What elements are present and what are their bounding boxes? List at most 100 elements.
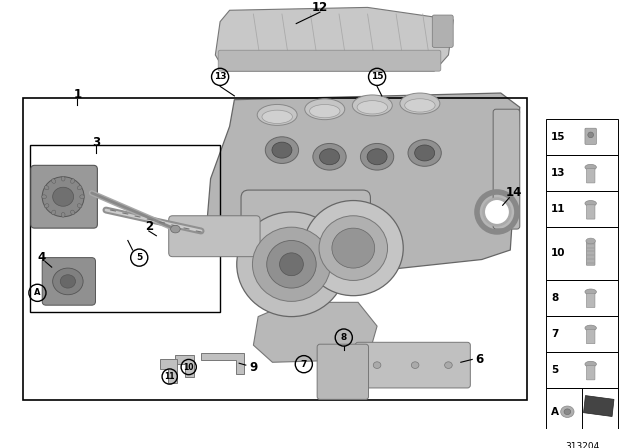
Ellipse shape (303, 201, 403, 296)
Text: 4: 4 (37, 251, 45, 264)
FancyBboxPatch shape (31, 165, 97, 228)
Text: 5: 5 (551, 365, 559, 375)
Ellipse shape (373, 362, 381, 368)
Text: 313204: 313204 (565, 443, 599, 448)
Text: 13: 13 (214, 73, 227, 82)
Ellipse shape (586, 238, 595, 244)
Ellipse shape (404, 99, 435, 112)
Bar (547, 280, 618, 316)
FancyBboxPatch shape (169, 216, 260, 257)
Polygon shape (215, 8, 453, 71)
Text: 3: 3 (92, 136, 100, 149)
Ellipse shape (367, 149, 387, 165)
Ellipse shape (61, 212, 65, 217)
Text: 15: 15 (551, 132, 566, 142)
Polygon shape (206, 93, 520, 274)
Ellipse shape (588, 132, 593, 138)
FancyBboxPatch shape (355, 342, 470, 388)
FancyBboxPatch shape (493, 109, 520, 229)
Ellipse shape (319, 149, 339, 165)
Polygon shape (201, 353, 244, 374)
Bar (547, 119, 618, 155)
Text: 8: 8 (551, 293, 559, 302)
Ellipse shape (408, 140, 442, 166)
Ellipse shape (52, 210, 56, 215)
Ellipse shape (415, 145, 435, 161)
FancyBboxPatch shape (432, 15, 453, 47)
Polygon shape (584, 396, 614, 417)
Ellipse shape (80, 195, 84, 198)
FancyBboxPatch shape (42, 258, 95, 305)
Bar (547, 352, 618, 388)
Ellipse shape (360, 143, 394, 170)
Ellipse shape (70, 210, 75, 215)
Text: 10: 10 (184, 362, 194, 371)
Ellipse shape (313, 143, 346, 170)
Ellipse shape (585, 362, 596, 367)
Ellipse shape (252, 227, 330, 302)
FancyBboxPatch shape (586, 293, 595, 308)
Ellipse shape (272, 142, 292, 158)
Ellipse shape (42, 177, 84, 217)
Ellipse shape (585, 201, 596, 206)
Ellipse shape (310, 104, 340, 118)
Text: 2: 2 (145, 220, 153, 233)
Text: 1: 1 (74, 88, 81, 101)
Text: 9: 9 (249, 361, 257, 374)
FancyBboxPatch shape (241, 190, 371, 277)
Ellipse shape (585, 164, 596, 170)
Bar (547, 191, 618, 227)
Ellipse shape (266, 137, 299, 164)
Text: 11: 11 (551, 204, 566, 214)
Ellipse shape (564, 409, 571, 414)
FancyBboxPatch shape (586, 205, 595, 219)
Ellipse shape (267, 241, 316, 288)
Ellipse shape (257, 104, 297, 125)
Ellipse shape (484, 198, 510, 225)
Ellipse shape (52, 179, 56, 183)
Text: 10: 10 (551, 248, 566, 258)
Ellipse shape (280, 253, 303, 276)
Text: 13: 13 (551, 168, 566, 178)
Ellipse shape (52, 187, 74, 206)
Ellipse shape (305, 99, 345, 120)
Text: 6: 6 (475, 353, 483, 366)
Ellipse shape (77, 204, 82, 208)
Ellipse shape (171, 225, 180, 233)
Text: 15: 15 (371, 73, 383, 82)
FancyBboxPatch shape (586, 241, 595, 265)
Bar (30, 145, 220, 312)
Ellipse shape (445, 362, 452, 368)
Ellipse shape (44, 204, 49, 208)
FancyBboxPatch shape (586, 329, 595, 344)
Bar (23, 98, 527, 401)
Ellipse shape (262, 110, 292, 124)
FancyBboxPatch shape (586, 168, 595, 183)
Polygon shape (253, 302, 377, 362)
Bar (547, 155, 618, 191)
Ellipse shape (60, 275, 76, 288)
Ellipse shape (77, 185, 82, 190)
Polygon shape (160, 359, 177, 383)
Text: A: A (551, 407, 559, 417)
Bar (547, 316, 618, 352)
Bar (547, 388, 618, 435)
Ellipse shape (400, 93, 440, 114)
Polygon shape (175, 355, 195, 376)
Ellipse shape (357, 101, 388, 114)
FancyBboxPatch shape (218, 50, 441, 71)
Text: 14: 14 (506, 186, 522, 199)
Ellipse shape (70, 179, 75, 183)
Ellipse shape (585, 325, 596, 331)
Ellipse shape (44, 185, 49, 190)
Ellipse shape (561, 406, 574, 418)
Ellipse shape (319, 216, 388, 280)
Text: A: A (34, 289, 41, 297)
Text: 8: 8 (340, 333, 347, 342)
Ellipse shape (42, 195, 47, 198)
Ellipse shape (332, 228, 374, 268)
Ellipse shape (412, 362, 419, 368)
Ellipse shape (353, 95, 392, 116)
Text: 12: 12 (312, 1, 328, 14)
FancyBboxPatch shape (586, 366, 595, 380)
